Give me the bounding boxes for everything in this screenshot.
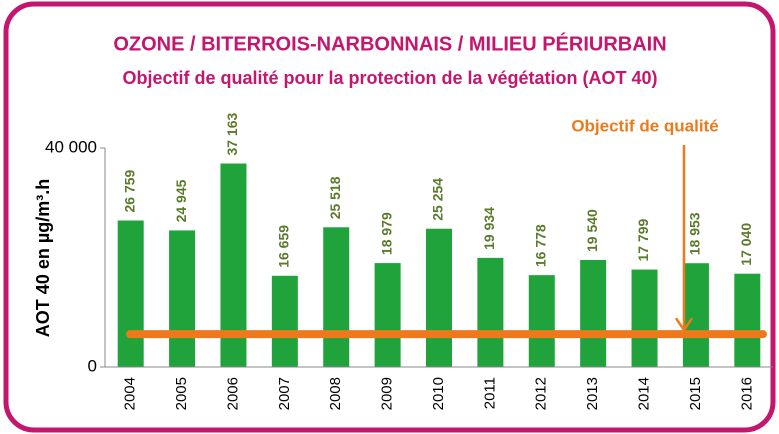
bar	[426, 228, 452, 367]
y-tick-label: 40 000	[45, 137, 97, 156]
chart-subtitle: Objectif de qualité pour la protection d…	[122, 68, 657, 88]
x-tick-label: 2010	[430, 377, 447, 410]
chart-title: OZONE / BITERROIS-NARBONNAIS / MILIEU PÉ…	[113, 32, 666, 55]
bar	[271, 275, 298, 367]
annotation-arrowhead	[674, 317, 694, 333]
x-tick-label: 2012	[533, 377, 550, 410]
x-tick-label: 2004	[122, 377, 139, 410]
value-label: 25 254	[430, 178, 446, 221]
x-tick-label: 2013	[584, 377, 601, 410]
bar	[117, 220, 144, 367]
x-tick-label: 2011	[481, 377, 498, 409]
bar	[528, 275, 555, 367]
bar	[169, 230, 196, 367]
bar	[477, 257, 504, 367]
bar	[631, 269, 658, 367]
bar	[734, 273, 761, 367]
x-tick-label: 2005	[173, 377, 190, 410]
value-label: 19 934	[481, 207, 497, 250]
value-label: 18 953	[687, 212, 703, 255]
y-axis-label: AOT 40 en µg/m³.h	[33, 179, 53, 337]
value-label: 18 979	[378, 212, 394, 255]
value-label: 19 540	[584, 209, 600, 252]
value-label: 16 659	[276, 225, 292, 268]
value-label: 25 518	[327, 176, 343, 219]
bar	[374, 263, 401, 367]
value-label: 16 778	[532, 224, 548, 267]
x-tick-label: 2015	[687, 377, 704, 410]
y-tick-label: 0	[88, 356, 97, 375]
value-label: 26 759	[121, 169, 137, 212]
value-label: 17 040	[738, 223, 754, 266]
x-tick-label: 2006	[224, 377, 241, 410]
value-label: 24 945	[173, 179, 189, 222]
x-tick-label: 2016	[738, 377, 755, 410]
value-label: 17 799	[635, 219, 651, 262]
bar	[682, 263, 709, 367]
value-label: 37 163	[224, 112, 240, 155]
annotation: Objectif de qualité	[571, 116, 718, 135]
x-tick-label: 2014	[636, 377, 653, 410]
x-tick-label: 2007	[276, 377, 293, 410]
bar	[580, 260, 607, 367]
x-tick-label: 2009	[379, 377, 396, 410]
x-tick-label: 2008	[327, 377, 344, 410]
bar	[323, 227, 350, 367]
